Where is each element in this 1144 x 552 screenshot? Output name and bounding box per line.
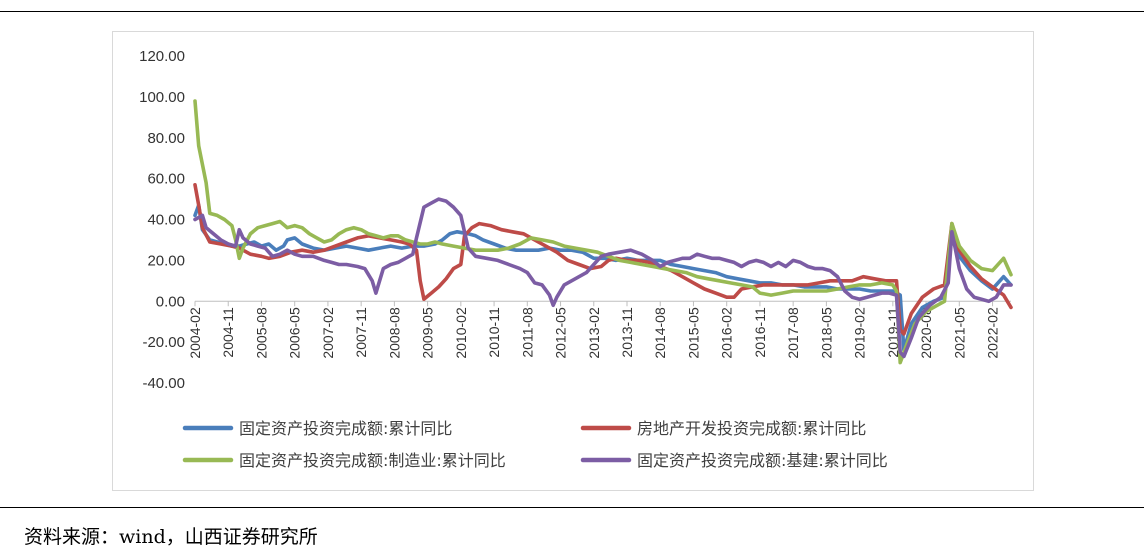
x-tick-label: 2021-05 bbox=[951, 307, 967, 359]
plot-lines bbox=[193, 99, 1013, 365]
x-tick-label: 2007-11 bbox=[353, 307, 369, 358]
series-line-2 bbox=[193, 183, 1013, 336]
x-tick-label: 2018-05 bbox=[818, 307, 834, 359]
series-line-1 bbox=[193, 203, 1013, 353]
x-tick-label: 2009-05 bbox=[420, 307, 436, 359]
y-tick-label: 120.00 bbox=[139, 48, 185, 65]
x-tick-label: 2013-11 bbox=[619, 307, 635, 358]
x-tick-label: 2014-08 bbox=[652, 307, 668, 359]
top-rule bbox=[0, 11, 1144, 12]
x-tick-label: 2010-02 bbox=[453, 307, 469, 359]
x-tick-label: 2004-11 bbox=[220, 307, 236, 358]
series-line-4 bbox=[193, 197, 1013, 359]
x-tick-label: 2007-02 bbox=[320, 307, 336, 359]
y-tick-label: 20.00 bbox=[147, 252, 185, 269]
y-tick-label: 0.00 bbox=[156, 293, 185, 310]
x-tick-label: 2008-08 bbox=[386, 307, 402, 359]
y-tick-label: 80.00 bbox=[147, 130, 185, 147]
y-tick-label: -20.00 bbox=[142, 334, 185, 351]
x-tick-label: 2020-08 bbox=[918, 307, 934, 359]
x-axis: 2004-02 2004-11 2005-08 2006-05 2007-02 2007-… bbox=[187, 300, 1011, 359]
x-tick-label: 2019-02 bbox=[852, 307, 868, 359]
bottom-rule bbox=[0, 507, 1144, 508]
line-chart: 120.00 100.00 80.00 60.00 40.00 20.00 0.00 -20.… bbox=[139, 48, 1013, 470]
legend-label-4: 固定资产投资完成额:基建:累计同比 bbox=[637, 451, 888, 470]
x-tick-label: 2006-05 bbox=[287, 307, 303, 359]
legend-label-2: 房地产开发投资完成额:累计同比 bbox=[637, 419, 866, 438]
y-tick-label: 100.00 bbox=[139, 89, 185, 106]
x-tick-label: 2013-02 bbox=[586, 307, 602, 359]
x-tick-label: 2015-05 bbox=[685, 307, 701, 359]
source-note: 资料来源：wind，山西证券研究所 bbox=[24, 526, 318, 548]
y-tick-label: 40.00 bbox=[147, 212, 185, 229]
x-tick-label: 2005-08 bbox=[253, 307, 269, 359]
x-tick-label: 2012-05 bbox=[553, 307, 569, 359]
x-tick-label: 2022-02 bbox=[985, 307, 1001, 359]
series-line-3 bbox=[193, 99, 1013, 365]
x-tick-label: 2016-02 bbox=[719, 307, 735, 359]
x-tick-label: 2011-08 bbox=[519, 307, 535, 358]
legend-label-3: 固定资产投资完成额:制造业:累计同比 bbox=[239, 451, 506, 470]
legend: 固定资产投资完成额:累计同比 房地产开发投资完成额:累计同比固定资产投资完成额:制… bbox=[182, 419, 888, 470]
y-tick-label: 60.00 bbox=[147, 171, 185, 188]
y-axis: 120.00 100.00 80.00 60.00 40.00 20.00 0.00 -20.… bbox=[139, 48, 185, 392]
x-tick-label: 2004-02 bbox=[187, 307, 203, 359]
x-tick-label: 2017-08 bbox=[785, 307, 801, 359]
legend-label-1: 固定资产投资完成额:累计同比 bbox=[239, 419, 452, 438]
y-tick-label: -40.00 bbox=[142, 375, 185, 392]
x-tick-label: 2016-11 bbox=[752, 307, 768, 358]
chart-frame: 120.00 100.00 80.00 60.00 40.00 20.00 0.00 -20.… bbox=[112, 31, 1034, 491]
x-tick-label: 2010-11 bbox=[486, 307, 502, 358]
